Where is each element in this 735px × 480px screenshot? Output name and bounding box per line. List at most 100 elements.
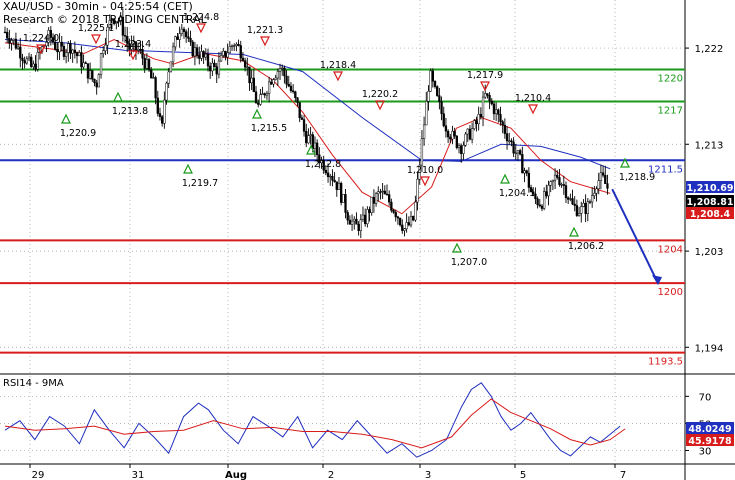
- candle-body: [243, 60, 247, 68]
- candle-body: [534, 193, 537, 200]
- price-tag: [686, 207, 734, 219]
- candle-body: [580, 206, 583, 214]
- candle-body: [405, 222, 408, 230]
- candle-body: [217, 60, 221, 75]
- candle-body: [139, 48, 142, 51]
- candle-body: [97, 74, 101, 88]
- candle-body: [84, 62, 87, 64]
- candle-body: [470, 128, 474, 140]
- candle-body: [178, 33, 181, 40]
- candle-body: [569, 198, 572, 200]
- candle-body: [272, 79, 275, 85]
- candle-body: [484, 93, 487, 98]
- candle-body: [335, 181, 338, 190]
- candle-body: [191, 41, 194, 57]
- candlesticks: [3, 8, 609, 239]
- candle-body: [16, 46, 20, 49]
- candle-body: [298, 102, 301, 118]
- candle-body: [60, 41, 63, 47]
- candle-body: [64, 52, 68, 57]
- price-axis: 1,194 1,203 1,213 1,222 1,210.69 1,208.811,20…: [685, 44, 734, 354]
- moving-average-line: [4, 39, 611, 170]
- candle-body: [10, 40, 13, 44]
- rsi-line: [4, 398, 626, 449]
- candle-body: [169, 61, 173, 73]
- pivot-high-marker: [420, 176, 430, 187]
- pivot-high-label: 1,217.9: [467, 70, 503, 81]
- candle-body: [165, 82, 168, 101]
- candle-body: [25, 58, 28, 64]
- candle-body: [91, 70, 94, 80]
- candle-body: [468, 128, 472, 140]
- candle-body: [388, 194, 391, 203]
- candle-body: [163, 99, 166, 124]
- candle-body: [374, 193, 378, 204]
- projection-arrow-line: [611, 188, 658, 282]
- candle-body: [126, 35, 129, 44]
- candle-body: [427, 91, 430, 102]
- candle-body: [106, 26, 109, 46]
- candle-body: [30, 56, 33, 67]
- candle-body: [418, 164, 421, 180]
- candle-body: [473, 120, 476, 129]
- price-tag: [686, 195, 734, 207]
- candle-body: [490, 100, 493, 105]
- candle-body: [193, 47, 197, 57]
- pivot-high-marker: [196, 23, 206, 34]
- candle-body: [252, 77, 255, 93]
- candle-body: [545, 191, 548, 197]
- candle-body: [460, 145, 463, 154]
- candle-body: [117, 20, 120, 23]
- pivot-low-marker: [183, 163, 193, 174]
- candle-body: [488, 95, 491, 102]
- pivot-high-label: 1,224.0: [23, 33, 59, 44]
- candle-body: [385, 193, 389, 196]
- candle-body: [147, 59, 151, 71]
- candle-body: [45, 42, 48, 47]
- main-panel-bg: [0, 0, 735, 374]
- candle-body: [512, 141, 515, 154]
- candle-body: [449, 136, 452, 140]
- pivot-high-label: 1,225.1: [78, 23, 114, 34]
- candle-body: [540, 205, 544, 209]
- pivot-low-label: 1,213.8: [112, 106, 148, 117]
- candle-body: [313, 142, 317, 149]
- level-label: 1200: [658, 287, 683, 298]
- candle-body: [274, 77, 277, 80]
- candle-body: [222, 50, 225, 56]
- candle-body: [156, 97, 159, 114]
- candle-body: [213, 62, 216, 67]
- candle-body: [75, 52, 79, 57]
- candle-body: [606, 183, 609, 189]
- candle-body: [451, 130, 454, 140]
- candle-body: [329, 175, 332, 178]
- pivot-low-marker: [620, 157, 630, 168]
- candle-body: [150, 69, 153, 79]
- rsi-value-tag: [686, 422, 734, 434]
- candle-body: [538, 204, 541, 207]
- pivot-high-label: 1,224.8: [183, 12, 219, 23]
- candle-body: [597, 180, 600, 190]
- candle-body: [239, 45, 242, 59]
- candle-body: [58, 41, 61, 53]
- candle-body: [477, 114, 480, 125]
- candle-body: [115, 21, 118, 24]
- candle-body: [593, 192, 596, 196]
- candle-body: [158, 113, 162, 117]
- candle-body: [322, 159, 325, 171]
- candle-body: [21, 57, 24, 61]
- candle-body: [396, 216, 400, 219]
- candle-body: [309, 134, 312, 136]
- candle-body: [440, 101, 443, 114]
- candle-body: [556, 174, 559, 178]
- pivot-low-marker: [252, 108, 262, 119]
- candle-body: [479, 114, 483, 118]
- candle-body: [167, 71, 170, 84]
- candle-body: [110, 18, 114, 21]
- candle-body: [145, 59, 149, 69]
- candle-body: [51, 37, 55, 43]
- candle-body: [591, 195, 594, 203]
- candle-body: [185, 31, 188, 38]
- candle-body: [604, 175, 607, 184]
- pivot-low-marker: [569, 226, 579, 237]
